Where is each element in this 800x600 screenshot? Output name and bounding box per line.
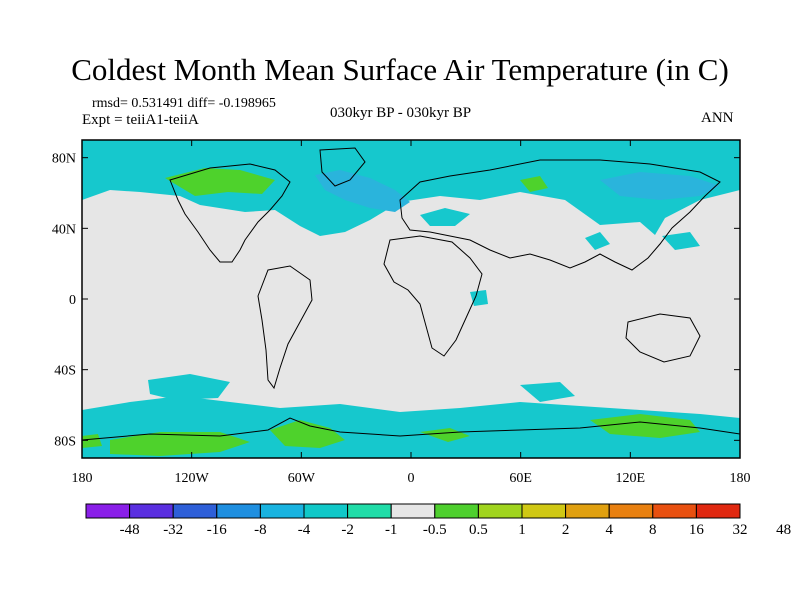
colorbar-swatch	[216, 503, 261, 519]
colorbar-label: 16	[689, 522, 705, 538]
colorbar-label: 8	[649, 522, 657, 538]
colorbar-label: -48	[120, 522, 140, 538]
lon-tick-label: 0	[408, 471, 415, 486]
coastline	[625, 313, 701, 363]
colorbar-swatch	[521, 503, 567, 519]
colorbar-swatch	[390, 503, 436, 519]
lon-tick-label: 180	[72, 471, 93, 486]
map-plot: 80N 40N 0 40S 80S 180 120W 60W 0 60E 120E 180	[52, 139, 751, 486]
map-title: Coldest Month Mean Surface Air Temperatu…	[71, 52, 729, 87]
colorbar-swatch	[303, 503, 349, 519]
coastline	[169, 163, 291, 263]
cool-region	[148, 374, 230, 400]
cool-region	[585, 232, 610, 250]
colorbar-swatch	[259, 503, 305, 519]
colorbar-swatch	[652, 503, 697, 519]
lat-tick-label: 80S	[54, 434, 76, 449]
coastline	[399, 159, 721, 271]
colorbar-swatch	[695, 503, 741, 519]
experiment-label: Expt = teiiA1-teiiA	[82, 112, 199, 128]
colorbar-label: 0.5	[469, 522, 488, 538]
lat-tick-label: 40N	[52, 222, 76, 237]
colorbar-swatch	[85, 503, 131, 519]
colorbar-label: -32	[163, 522, 183, 538]
cool-region	[470, 290, 488, 306]
colorbar-label: 2	[562, 522, 570, 538]
warm-region	[270, 420, 345, 448]
colorbar-label: 48	[776, 522, 791, 538]
colorbar-swatch	[172, 503, 218, 519]
lon-tick-label: 60W	[288, 471, 316, 486]
colorbar-swatch	[347, 503, 392, 519]
cool-region	[420, 208, 470, 226]
colorbar-label: -0.5	[423, 522, 447, 538]
cool-region	[520, 382, 575, 402]
coastline	[319, 147, 366, 187]
coastlines	[82, 147, 740, 441]
colorbar-swatch	[129, 503, 174, 519]
coastline	[82, 417, 740, 441]
warm-region	[420, 428, 470, 442]
lon-tick-label: 120W	[175, 471, 210, 486]
warm-region	[82, 434, 102, 448]
colorbar-label: -4	[298, 522, 311, 538]
colorbar-label: 4	[605, 522, 613, 538]
cooler-region	[600, 172, 720, 200]
lon-tick-label: 60E	[509, 471, 532, 486]
longitude-axis: 180 120W 60W 0 60E 120E 180	[72, 140, 751, 486]
cool-region	[662, 232, 700, 250]
colorbar-label: 1	[518, 522, 526, 538]
lon-tick-label: 120E	[616, 471, 646, 486]
coastline	[257, 265, 313, 390]
season-label: ANN	[701, 110, 734, 126]
colorbar-label: -2	[341, 522, 354, 538]
lat-tick-label: 0	[69, 293, 76, 308]
lat-tick-label: 40S	[54, 364, 76, 379]
cooler-region	[315, 170, 410, 212]
warm-region	[165, 168, 275, 196]
period-label: 030kyr BP - 030kyr BP	[330, 105, 472, 121]
colorbar-swatch	[565, 503, 610, 519]
colorbar: -48 -32 -16 -8 -4 -2 -1 -0.5 0.5 1 2 4 8 16 32 48	[85, 503, 791, 538]
warm-region	[590, 414, 700, 438]
colorbar-swatch	[434, 503, 479, 519]
colorbar-label: -1	[385, 522, 398, 538]
coastline	[383, 235, 483, 357]
colorbar-swatch	[608, 503, 654, 519]
latitude-axis: 80N 40N 0 40S 80S	[52, 152, 740, 449]
colorbar-swatch	[477, 503, 523, 519]
stats-text: rmsd= 0.531491 diff= -0.198965	[92, 96, 276, 111]
colorbar-label: -8	[254, 522, 267, 538]
lon-tick-label: 180	[730, 471, 751, 486]
warm-region	[520, 176, 548, 192]
lat-tick-label: 80N	[52, 152, 76, 167]
colorbar-label: -16	[207, 522, 227, 538]
warm-region	[110, 432, 250, 456]
colorbar-label: 32	[733, 522, 748, 538]
